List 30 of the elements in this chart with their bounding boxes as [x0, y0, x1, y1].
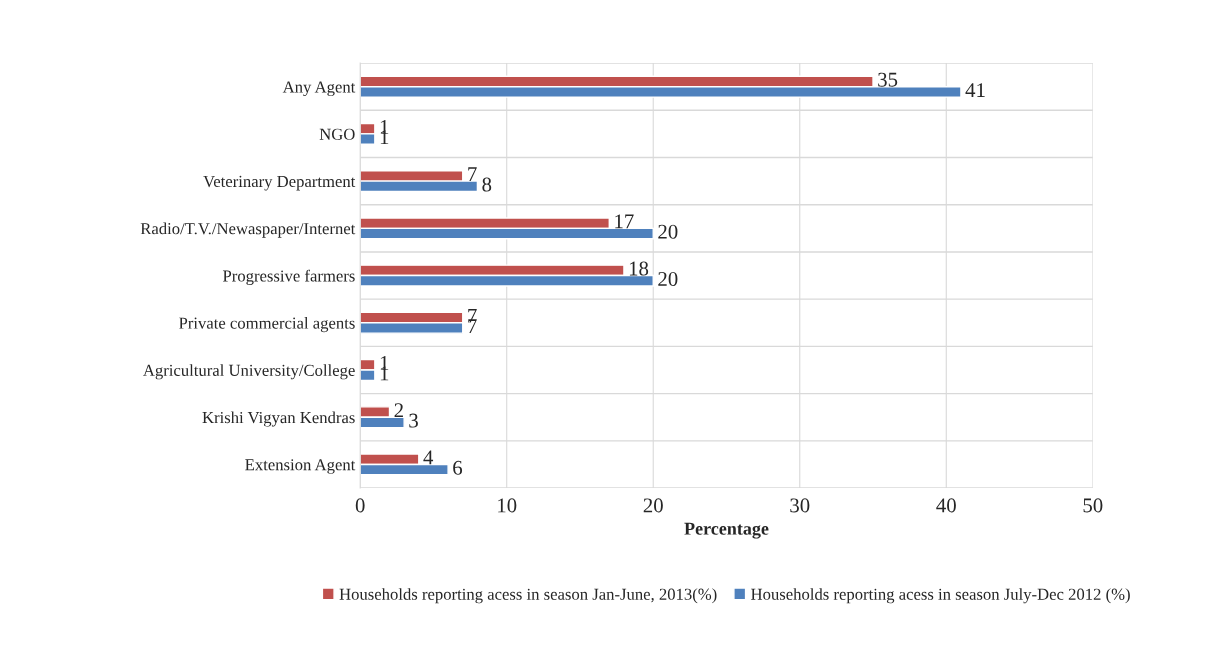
x-tick-label: 50: [1083, 498, 1103, 513]
data-label: 41: [965, 83, 985, 97]
y-tick-label: Extension Agent: [245, 459, 356, 474]
y-tick-label: Radio/T.V./Newaspaper/Internet: [140, 222, 356, 238]
data-label: 20: [658, 271, 678, 286]
data-label: 4: [423, 450, 434, 465]
x-tick-label: 0: [355, 498, 365, 513]
data-label: 20: [658, 224, 678, 239]
x-tick-label: 10: [498, 498, 517, 513]
x-axis-title: Percentage: [684, 522, 769, 539]
data-label: 17: [615, 214, 634, 229]
data-label: 3: [409, 413, 418, 428]
y-tick-label: Any Agent: [282, 81, 356, 97]
y-tick-label: Progressive farmers: [222, 269, 355, 286]
y-tick-label: Private commercial agents: [179, 317, 355, 333]
data-label: 7: [468, 167, 477, 181]
data-label: 35: [878, 72, 898, 87]
x-tick-label: 20: [643, 498, 663, 513]
y-tick-label: Agricultural University/College: [143, 364, 355, 380]
data-label: 8: [482, 177, 492, 192]
data-label: 6: [453, 460, 463, 475]
x-tick-label: 40: [936, 498, 956, 513]
y-tick-label: Veterinary Department: [203, 175, 356, 191]
data-label: 18: [629, 261, 649, 276]
data-label: 2: [394, 403, 403, 418]
y-tick-label: Krishi Vigyan Kendras: [202, 411, 355, 427]
legend-label: Households reporting acess in season Jan-June, 2013(%): [339, 588, 717, 604]
legend-label: Households reporting acess in season July-Dec 2012 (%): [751, 588, 1130, 604]
y-tick-label: NGO: [319, 128, 355, 140]
x-tick-label: 30: [790, 498, 810, 513]
